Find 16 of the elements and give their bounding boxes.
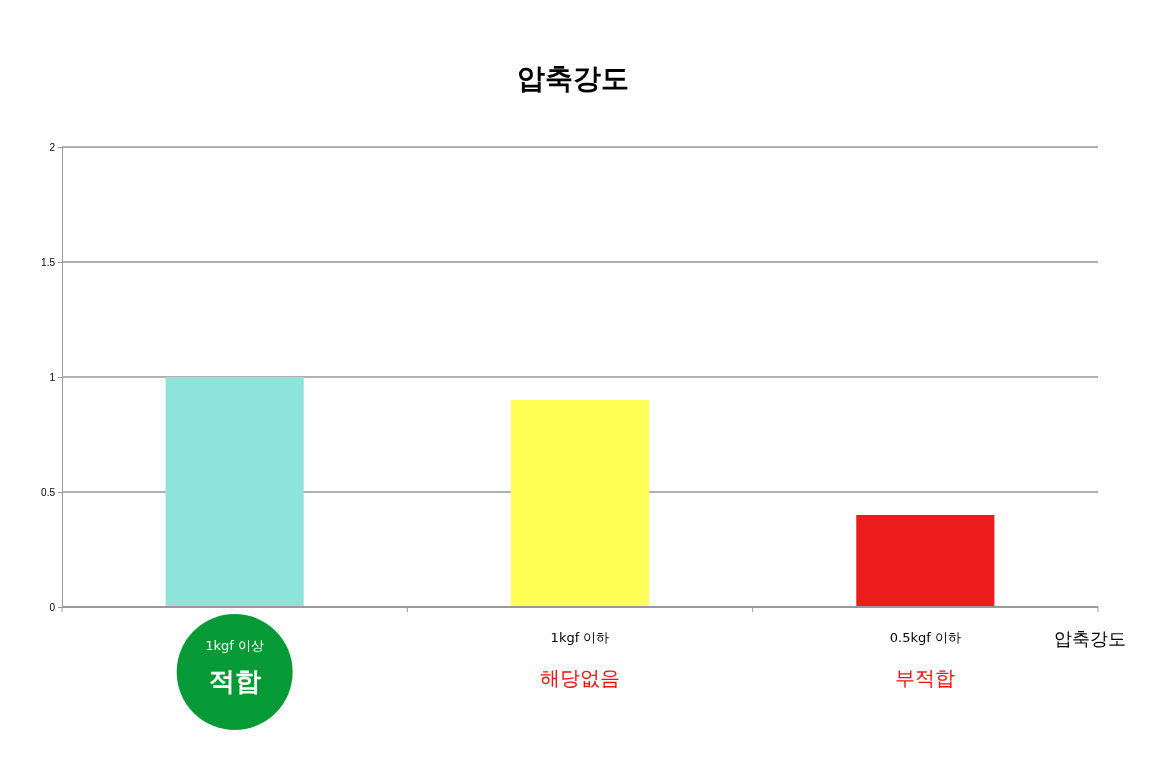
text: 해당없음 <box>540 666 620 690</box>
text: 적합 <box>208 666 261 696</box>
x-tick-label: 0.5kgf 이하 <box>889 630 961 645</box>
chart-title: 압축강도 <box>517 62 629 95</box>
bar <box>510 400 650 607</box>
y-tick-label: 0 <box>49 601 56 613</box>
y-tick-label: 1.5 <box>41 256 56 268</box>
bar <box>165 377 304 607</box>
y-tick-label: 2 <box>49 141 56 153</box>
y-tick-label: 1 <box>49 371 56 383</box>
x-axis-title: 압축강도 <box>1054 628 1126 649</box>
x-tick-label: 1kgf 이상 <box>205 638 265 653</box>
x-tick-label: 1kgf 이하 <box>550 630 610 645</box>
y-tick-label: 0.5 <box>41 486 56 498</box>
bar <box>856 515 995 607</box>
text: 부적합 <box>895 666 956 690</box>
